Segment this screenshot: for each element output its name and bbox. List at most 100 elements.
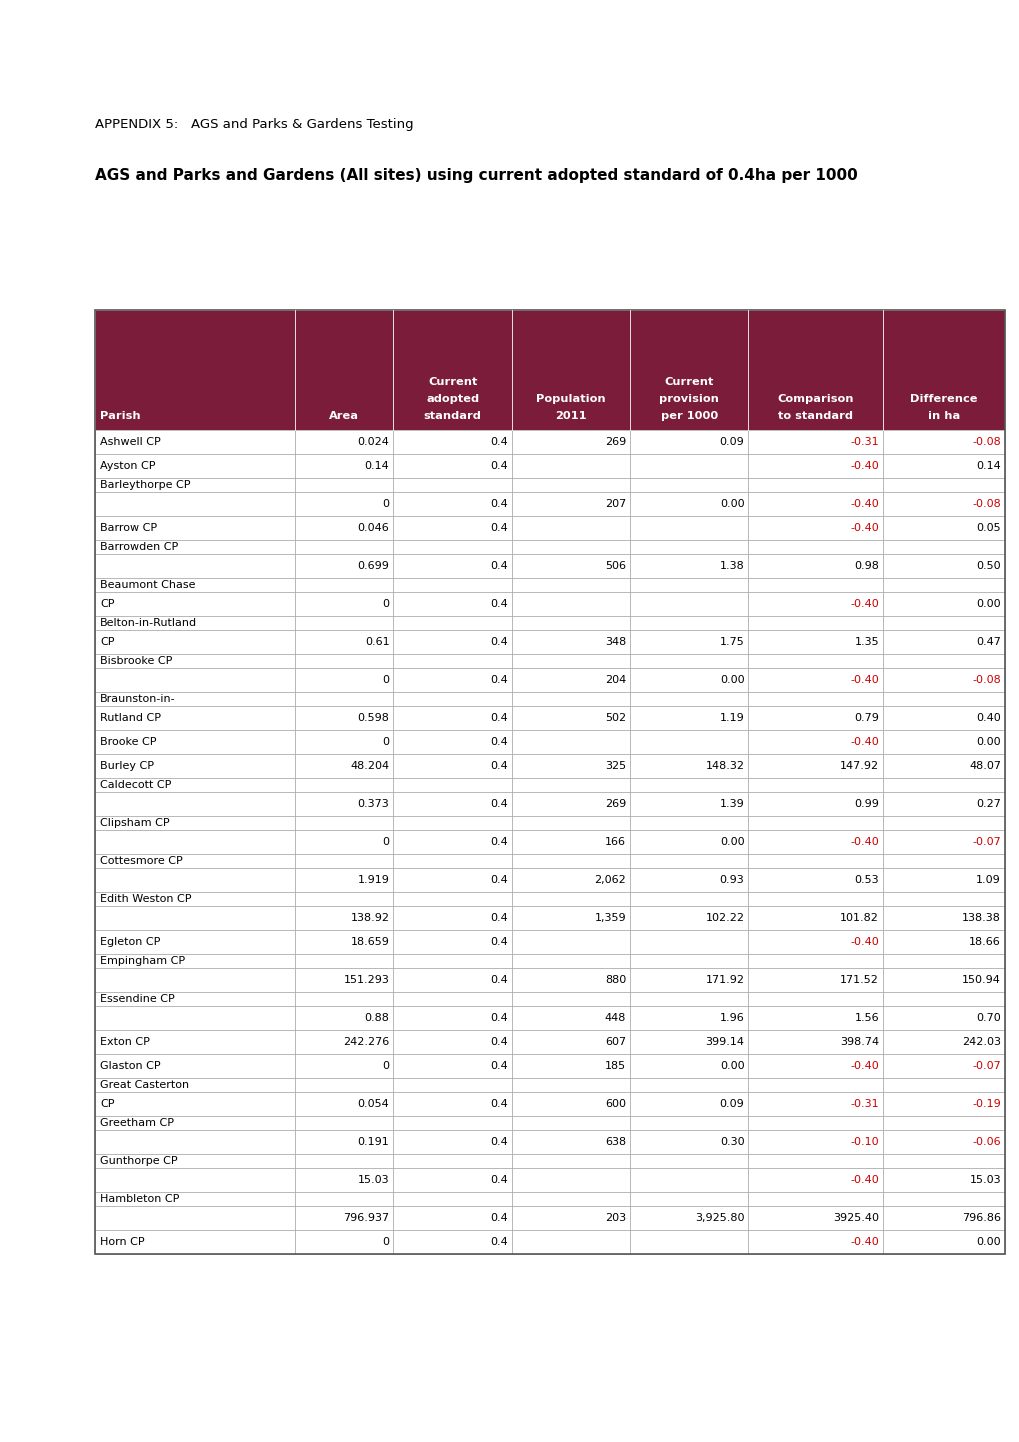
Text: 0.4: 0.4 [489,437,507,447]
Text: 185: 185 [604,1061,626,1071]
Bar [512,792,630,816]
Bar [512,816,630,831]
Bar [294,1193,393,1206]
Text: 0.00: 0.00 [975,1237,1000,1247]
Bar [512,707,630,730]
Bar [294,930,393,955]
Bar [882,630,1004,655]
Text: Rutland CP: Rutland CP [100,712,161,722]
Bar [882,1007,1004,1030]
Text: 0.00: 0.00 [719,675,744,685]
Text: Area: Area [329,411,359,421]
Text: 1.39: 1.39 [719,799,744,809]
Bar [294,616,393,630]
Bar [294,1206,393,1230]
Bar [882,1206,1004,1230]
Bar [393,792,512,816]
Text: Exton CP: Exton CP [100,1037,150,1047]
Text: 0.47: 0.47 [975,637,1000,647]
Bar [748,539,882,554]
Bar [294,955,393,968]
Bar [748,1131,882,1154]
Bar [294,779,393,792]
Text: Great Casterton: Great Casterton [100,1080,189,1090]
Text: 0.00: 0.00 [719,499,744,509]
Bar [748,854,882,868]
Bar [512,968,630,992]
Bar [512,754,630,779]
Text: 348: 348 [604,637,626,647]
Text: 0.53: 0.53 [854,875,878,885]
Text: 0.4: 0.4 [489,1213,507,1223]
Text: CP: CP [100,598,114,609]
Bar [95,1131,294,1154]
Bar [630,730,748,754]
Bar [95,1079,294,1092]
Bar [630,1168,748,1193]
Text: Ashwell CP: Ashwell CP [100,437,161,447]
Bar [95,668,294,692]
Text: 506: 506 [604,561,626,571]
Bar [95,831,294,854]
Text: -0.40: -0.40 [850,937,878,947]
Bar [748,792,882,816]
Bar [882,831,1004,854]
Bar [630,554,748,578]
Bar [95,1007,294,1030]
Bar [512,516,630,539]
Bar [512,930,630,955]
Bar [748,779,882,792]
Bar [882,992,1004,1007]
Bar [393,868,512,893]
Text: -0.10: -0.10 [850,1136,878,1146]
Text: 0.024: 0.024 [358,437,389,447]
Bar [882,1054,1004,1079]
Bar [393,1116,512,1131]
Bar [95,516,294,539]
Bar [95,893,294,906]
Text: Belton-in-Rutland: Belton-in-Rutland [100,619,197,629]
Text: 0.4: 0.4 [489,1175,507,1185]
Bar [393,1230,512,1255]
Bar [512,554,630,578]
Bar [630,668,748,692]
Bar [748,992,882,1007]
Text: Comparison: Comparison [776,394,853,404]
Bar [393,668,512,692]
Bar [393,955,512,968]
Bar [393,554,512,578]
Bar [393,1154,512,1168]
Bar [630,1030,748,1054]
Bar [95,779,294,792]
Bar [748,1030,882,1054]
Bar [748,968,882,992]
Text: 242.276: 242.276 [342,1037,389,1047]
Bar [748,692,882,707]
Bar [95,430,294,454]
Bar [882,692,1004,707]
Text: 0.14: 0.14 [365,461,389,472]
Bar [882,454,1004,477]
Bar [294,593,393,616]
Bar [630,492,748,516]
Bar [393,730,512,754]
Text: 0.4: 0.4 [489,1136,507,1146]
Text: standard: standard [423,411,481,421]
Text: 3,925.80: 3,925.80 [694,1213,744,1223]
Bar [748,630,882,655]
Text: 1.19: 1.19 [719,712,744,722]
Text: 607: 607 [604,1037,626,1047]
Text: Bisbrooke CP: Bisbrooke CP [100,656,172,666]
Text: 0.79: 0.79 [853,712,878,722]
Bar [512,578,630,593]
Bar [748,616,882,630]
Text: -0.40: -0.40 [850,1237,878,1247]
Bar [630,854,748,868]
Text: 0.4: 0.4 [489,499,507,509]
Text: 0.4: 0.4 [489,913,507,923]
Bar [95,616,294,630]
Text: Clipsham CP: Clipsham CP [100,818,169,828]
Text: 0.4: 0.4 [489,799,507,809]
Bar [882,968,1004,992]
Bar [512,630,630,655]
